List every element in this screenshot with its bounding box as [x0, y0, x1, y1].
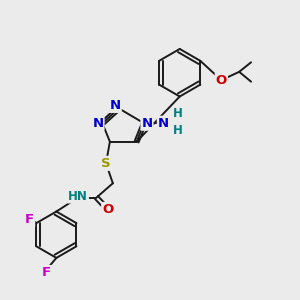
Text: F: F: [42, 266, 51, 279]
Text: H: H: [173, 107, 183, 120]
Text: N: N: [92, 117, 104, 130]
Text: O: O: [102, 203, 113, 216]
Text: O: O: [216, 74, 227, 87]
Text: H: H: [173, 124, 183, 137]
Text: S: S: [101, 157, 111, 170]
Text: N: N: [158, 117, 169, 130]
Text: N: N: [142, 117, 153, 130]
Text: F: F: [25, 213, 34, 226]
Text: N: N: [110, 99, 121, 112]
Text: HN: HN: [68, 190, 88, 202]
